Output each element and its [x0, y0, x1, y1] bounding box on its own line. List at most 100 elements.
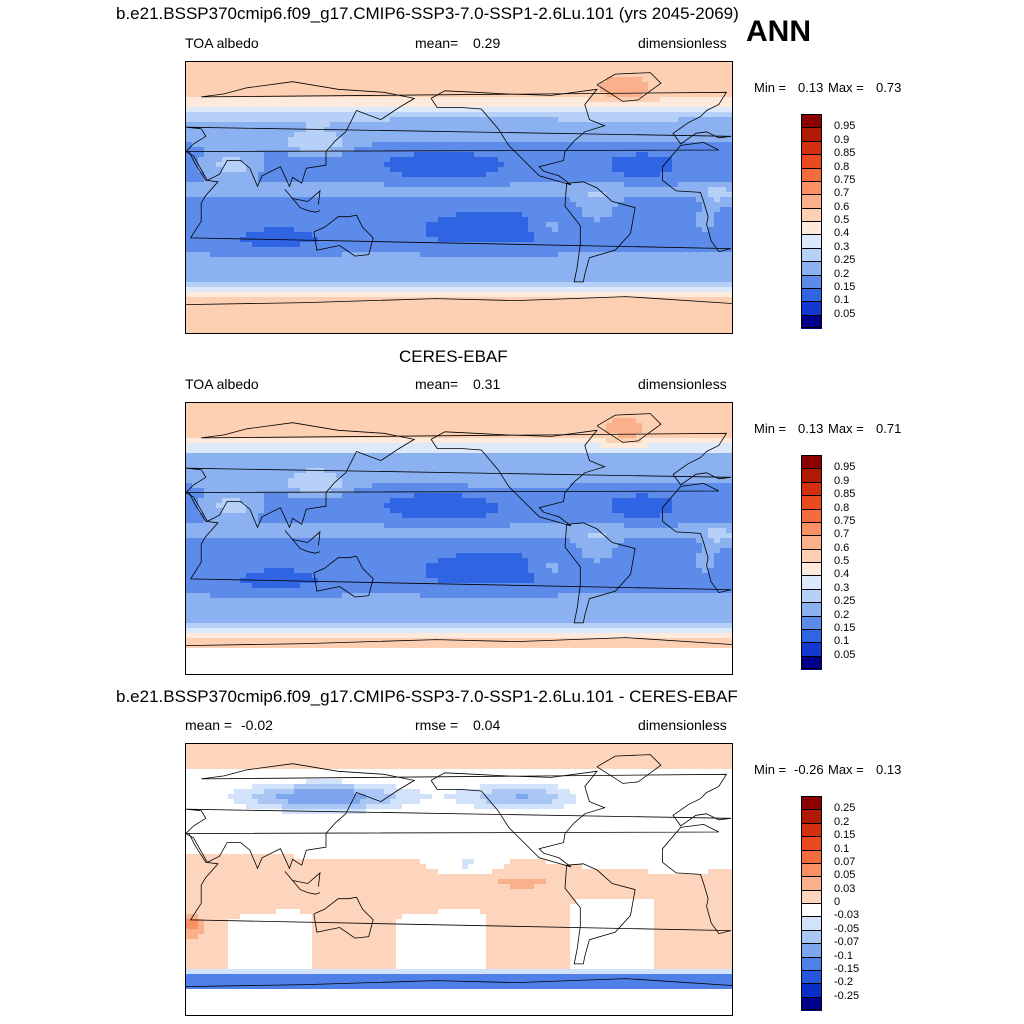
- coastline: [292, 871, 321, 887]
- coastline: [186, 81, 732, 188]
- colorbar-tick-label: 0.2: [834, 815, 850, 828]
- colorbar-box: [801, 154, 822, 168]
- colorbar-box: [801, 983, 822, 998]
- antarctica-coastline: [186, 296, 732, 305]
- colorbar-tick-label: -0.03: [834, 909, 860, 922]
- coastline: [313, 214, 374, 257]
- coastline: [292, 189, 321, 205]
- colorbar-tick: [801, 969, 822, 971]
- colorbar-box: [801, 929, 822, 944]
- coastline: [284, 871, 321, 895]
- panel3-min-label: Min =: [754, 762, 787, 777]
- panel2-colorbar: 0.95 0.9 0.85 0.8 0.75 0.7 0.6 0.5 0.4 0.3 0.25 0.2…: [801, 455, 855, 670]
- colorbar-tick: [801, 495, 822, 497]
- panel3-rmse-label: rmse =: [415, 717, 459, 733]
- panel2-mean-label: mean=: [415, 376, 459, 392]
- colorbar-tick-label: 0.95: [834, 461, 856, 474]
- colorbar-box: [801, 314, 822, 329]
- colorbar-tick-label: 0.1: [834, 842, 850, 855]
- colorbar-tick: [801, 167, 822, 169]
- colorbar-tick: [801, 996, 822, 998]
- colorbar-box: [801, 521, 822, 536]
- panel2-min-label: Min =: [754, 421, 787, 436]
- map-field: [186, 62, 732, 333]
- colorbar-tick-label: 0.4: [834, 227, 850, 240]
- colorbar-tick: [801, 655, 822, 657]
- coastline: [564, 522, 636, 624]
- colorbar-tick-label: 0.85: [834, 147, 856, 160]
- coastline: [596, 72, 662, 102]
- colorbar-tick: [801, 628, 822, 630]
- colorbar-box: [801, 535, 822, 550]
- colorbar-tick: [801, 207, 822, 209]
- colorbar-box: [801, 508, 822, 523]
- colorbar-tick-label: 0.1: [834, 635, 850, 648]
- colorbar-tick: [801, 154, 822, 156]
- colorbar-box: [801, 261, 822, 275]
- colorbar-box: [801, 127, 822, 142]
- colorbar-tick: [801, 521, 822, 523]
- colorbar-tick: [801, 822, 822, 824]
- colorbar-tick-label: -0.2: [834, 976, 853, 989]
- colorbar-tick: [801, 916, 822, 918]
- panel2-title: CERES-EBAF: [399, 347, 508, 366]
- coastline: [564, 181, 636, 283]
- colorbar-tick-label: 0.15: [834, 280, 856, 293]
- map-field: [186, 744, 732, 1015]
- colorbar-tick: [801, 862, 822, 864]
- colorbar-tick-label: 0.05: [834, 648, 856, 661]
- panel1-title: b.e21.BSSP370cmip6.f09_g17.CMIP6-SSP3-7.…: [116, 4, 739, 23]
- colorbar-box: [801, 468, 822, 483]
- colorbar-box: [801, 796, 822, 810]
- panel3-title: b.e21.BSSP370cmip6.f09_g17.CMIP6-SSP3-7.…: [116, 687, 738, 706]
- colorbar-tick: [801, 274, 822, 276]
- coastline: [284, 189, 321, 213]
- colorbar-box: [801, 876, 822, 891]
- colorbar-tick-label: 0.3: [834, 240, 850, 253]
- colorbar-tick: [801, 903, 822, 904]
- colorbar-tick-label: 0.7: [834, 187, 850, 200]
- colorbar-tick-label: -0.05: [834, 922, 860, 935]
- coastline: [430, 770, 606, 868]
- colorbar-tick-label: -0.15: [834, 962, 860, 975]
- panel1-mean-value: 0.29: [473, 35, 501, 51]
- coastline: [430, 88, 606, 186]
- colorbar-tick: [801, 508, 822, 510]
- colorbar-box: [801, 809, 822, 824]
- colorbar-box: [801, 943, 822, 957]
- colorbar-tick-label: 0.95: [834, 120, 856, 133]
- colorbar-tick: [801, 314, 822, 316]
- coastline: [596, 413, 662, 443]
- colorbar-tick: [801, 234, 822, 236]
- colorbar-box: [801, 642, 822, 657]
- colorbar-box: [801, 234, 822, 249]
- antarctica-coastline: [186, 978, 732, 987]
- colorbar-box: [801, 916, 822, 931]
- colorbar-tick-label: 0.05: [834, 869, 856, 882]
- colorbar-box: [801, 602, 822, 616]
- coastline: [186, 141, 732, 253]
- colorbar-tick: [801, 956, 822, 958]
- colorbar-tick: [801, 468, 822, 470]
- colorbar-tick-label: 0.25: [834, 595, 856, 608]
- colorbar-tick-label: 0.85: [834, 488, 856, 501]
- colorbar-tick-label: 0.6: [834, 200, 850, 213]
- colorbar-tick: [801, 836, 822, 838]
- colorbar-tick: [801, 548, 822, 550]
- colorbar-tick-label: 0.5: [834, 555, 850, 567]
- colorbar-tick-label: 0.4: [834, 568, 850, 581]
- coastline: [186, 763, 732, 870]
- colorbar-tick-label: 0.05: [834, 307, 856, 320]
- map-field: [186, 403, 732, 674]
- panel3-min-value: -0.26: [794, 762, 824, 777]
- colorbar-tick: [801, 127, 822, 129]
- colorbar-tick-label: 0.2: [834, 267, 850, 280]
- colorbar-tick: [801, 562, 822, 563]
- colorbar-tick-label: -0.25: [834, 989, 860, 1002]
- coastline: [430, 429, 606, 527]
- colorbar-tick-label: 0.7: [834, 528, 850, 541]
- colorbar-tick-label: 0.25: [834, 254, 856, 267]
- panel3-mean-label: mean =: [185, 717, 233, 733]
- panel2-max-value: 0.71: [876, 421, 902, 436]
- colorbar-tick-label: 0.07: [834, 855, 856, 868]
